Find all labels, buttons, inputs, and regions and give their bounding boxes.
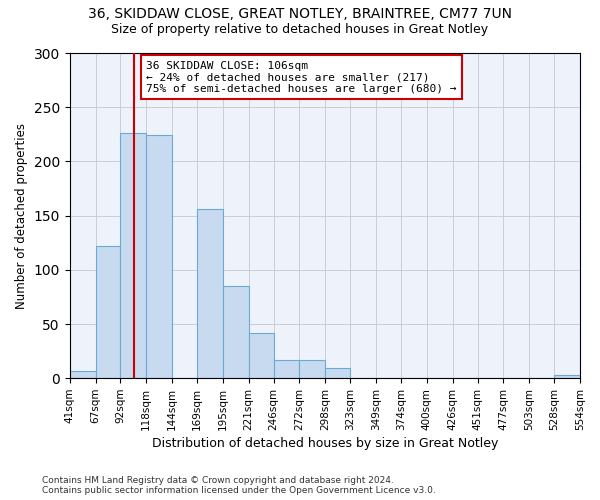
Bar — [95, 246, 121, 378]
X-axis label: Distribution of detached houses by size in Great Notley: Distribution of detached houses by size … — [152, 437, 498, 450]
Bar — [223, 286, 249, 378]
Bar — [197, 209, 223, 378]
Text: Contains HM Land Registry data © Crown copyright and database right 2024.
Contai: Contains HM Land Registry data © Crown c… — [42, 476, 436, 495]
Bar — [299, 360, 325, 378]
Text: 36, SKIDDAW CLOSE, GREAT NOTLEY, BRAINTREE, CM77 7UN: 36, SKIDDAW CLOSE, GREAT NOTLEY, BRAINTR… — [88, 8, 512, 22]
Text: 36 SKIDDAW CLOSE: 106sqm
← 24% of detached houses are smaller (217)
75% of semi-: 36 SKIDDAW CLOSE: 106sqm ← 24% of detach… — [146, 60, 457, 94]
Bar — [554, 375, 580, 378]
Bar — [274, 360, 299, 378]
Bar — [70, 370, 95, 378]
Bar — [325, 368, 350, 378]
Text: Size of property relative to detached houses in Great Notley: Size of property relative to detached ho… — [112, 22, 488, 36]
Bar — [121, 133, 146, 378]
Bar — [146, 136, 172, 378]
Y-axis label: Number of detached properties: Number of detached properties — [15, 122, 28, 308]
Bar — [249, 332, 274, 378]
